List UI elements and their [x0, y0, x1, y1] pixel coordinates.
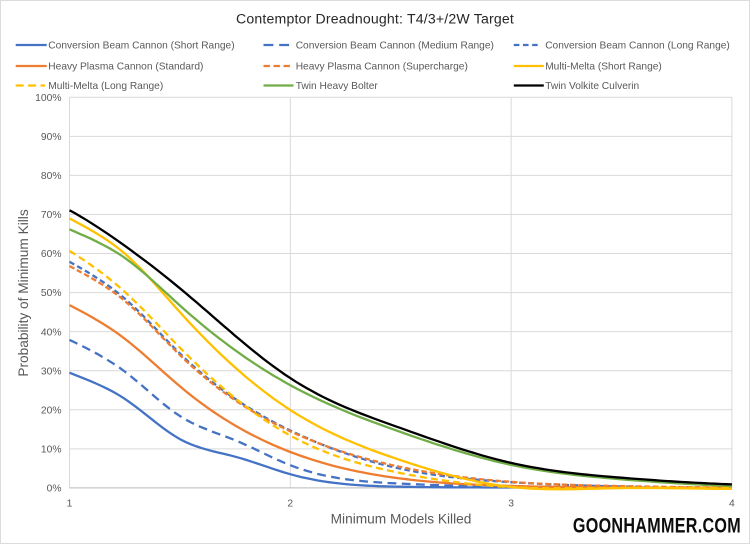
- svg-text:60%: 60%: [41, 249, 62, 260]
- svg-text:2: 2: [287, 498, 293, 509]
- svg-text:100%: 100%: [35, 93, 61, 104]
- svg-text:Multi-Melta (Long Range): Multi-Melta (Long Range): [48, 81, 163, 92]
- svg-text:GOONHAMMER.COM: GOONHAMMER.COM: [573, 514, 741, 538]
- svg-text:1: 1: [67, 498, 73, 509]
- svg-text:Contemptor Dreadnought: T4/3+/: Contemptor Dreadnought: T4/3+/2W Target: [236, 11, 514, 27]
- svg-text:0%: 0%: [47, 484, 62, 495]
- svg-text:Multi-Melta (Short Range): Multi-Melta (Short Range): [545, 61, 662, 72]
- svg-text:Heavy Plasma Cannon (Superchar: Heavy Plasma Cannon (Supercharge): [296, 61, 468, 72]
- svg-text:30%: 30%: [41, 366, 62, 377]
- svg-text:Conversion Beam Cannon (Medium: Conversion Beam Cannon (Medium Range): [296, 40, 494, 51]
- svg-text:90%: 90%: [41, 132, 62, 143]
- svg-text:50%: 50%: [41, 288, 62, 299]
- svg-text:4: 4: [729, 498, 735, 509]
- svg-text:70%: 70%: [41, 210, 62, 221]
- svg-text:Minimum Models Killed: Minimum Models Killed: [331, 512, 472, 527]
- svg-text:40%: 40%: [41, 327, 62, 338]
- svg-text:Probability of Minimum Kills: Probability of Minimum Kills: [16, 209, 31, 376]
- svg-text:80%: 80%: [41, 171, 62, 182]
- svg-text:Conversion Beam Cannon (Short: Conversion Beam Cannon (Short Range): [48, 40, 234, 51]
- svg-text:20%: 20%: [41, 405, 62, 416]
- svg-text:Heavy Plasma Cannon (Standard): Heavy Plasma Cannon (Standard): [48, 61, 203, 72]
- svg-text:10%: 10%: [41, 444, 62, 455]
- svg-text:Twin Volkite Culverin: Twin Volkite Culverin: [545, 81, 639, 92]
- svg-text:3: 3: [508, 498, 514, 509]
- svg-text:Twin Heavy Bolter: Twin Heavy Bolter: [296, 81, 379, 92]
- svg-text:Conversion Beam Cannon (Long R: Conversion Beam Cannon (Long Range): [545, 40, 730, 51]
